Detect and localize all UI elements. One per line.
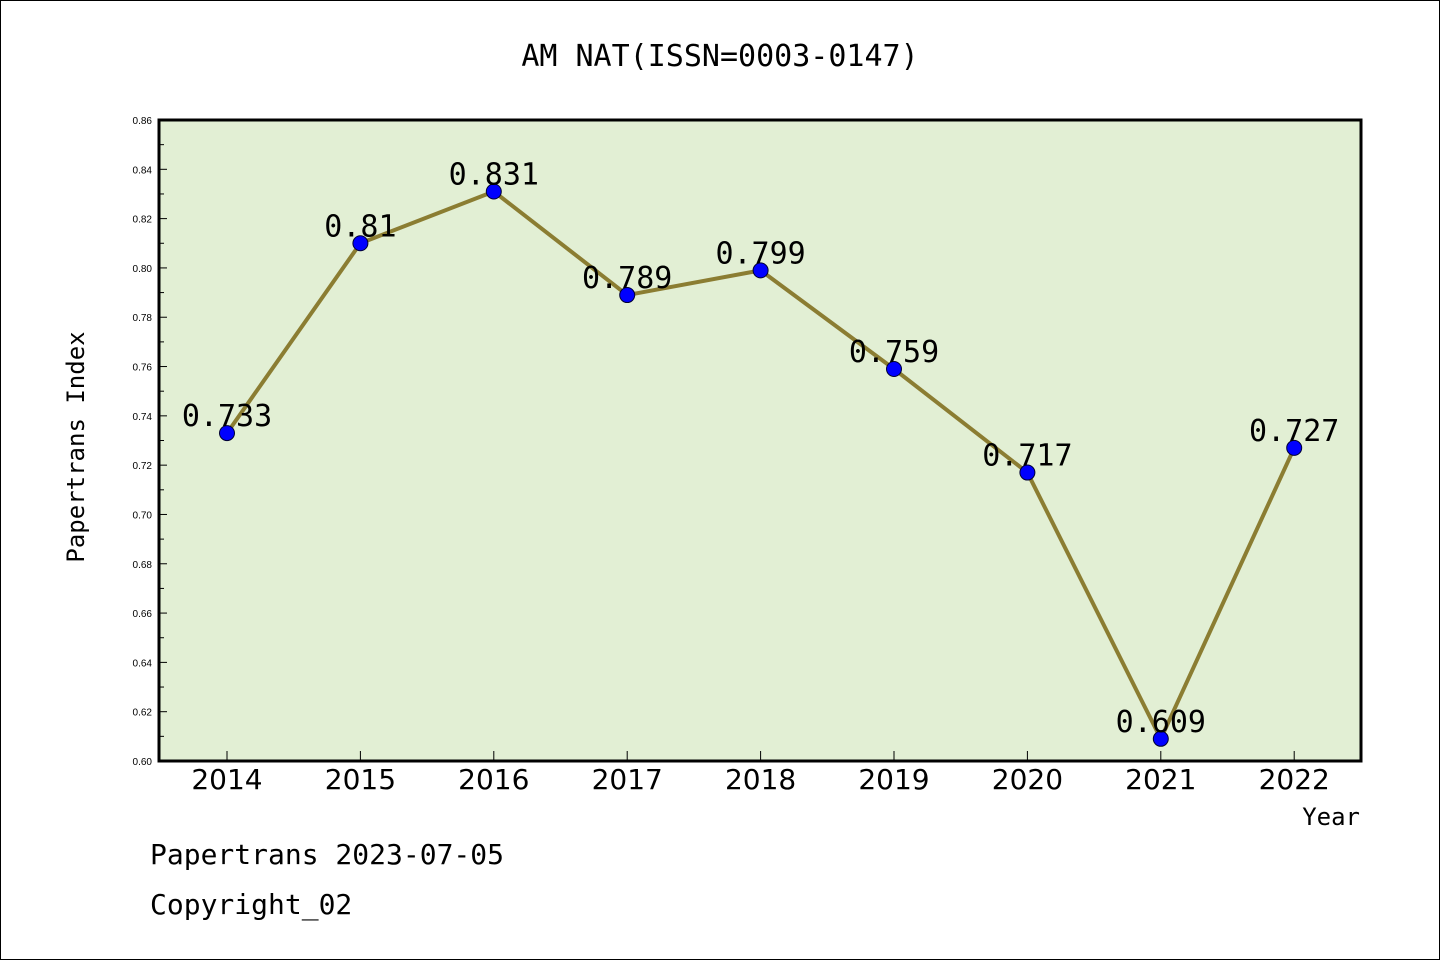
y-tick-label: 0.74 <box>133 412 153 423</box>
y-tick-label: 0.82 <box>133 215 153 226</box>
footer-copyright: Copyright_02 <box>150 888 352 922</box>
y-tick-label: 0.78 <box>133 313 153 324</box>
y-tick-label: 0.62 <box>133 708 153 719</box>
data-label: 0.727 <box>1249 414 1339 449</box>
y-tick-label: 0.64 <box>133 658 153 669</box>
data-point <box>1286 439 1303 456</box>
y-tick-label: 0.80 <box>133 264 153 275</box>
y-tick-label: 0.60 <box>133 757 153 768</box>
data-points <box>219 183 1303 747</box>
x-tick-label: 2021 <box>1125 763 1196 796</box>
footer-date: Papertrans 2023-07-05 <box>150 838 504 871</box>
y-tick-label: 0.84 <box>133 165 153 176</box>
y-tick-label: 0.66 <box>133 609 153 620</box>
y-tick-label: 0.68 <box>133 560 153 571</box>
data-labels: 0.733 0.81 0.831 0.789 0.799 0.759 0.717 0.609 0… <box>182 157 1340 739</box>
plot-area <box>157 118 1363 763</box>
x-tick-label: 2017 <box>592 763 663 796</box>
x-axis: 2014 2015 2016 2017 2018 2019 2020 2021 2022 <box>191 751 1330 796</box>
x-tick-label: 2022 <box>1259 763 1330 796</box>
x-tick-label: 2019 <box>858 763 929 796</box>
data-label: 0.789 <box>582 261 672 296</box>
y-tick-label: 0.76 <box>133 363 153 374</box>
data-label: 0.717 <box>982 439 1072 474</box>
y-tick-label: 0.70 <box>133 510 153 521</box>
data-label: 0.799 <box>715 236 805 271</box>
y-tick-label: 0.86 <box>133 116 153 127</box>
data-point <box>752 262 769 279</box>
data-label: 0.759 <box>849 335 939 370</box>
data-point <box>219 425 235 442</box>
y-axis-label: Papertrans Index <box>62 331 90 562</box>
data-point <box>619 287 636 304</box>
y-tick-label: 0.72 <box>133 461 153 472</box>
x-tick-label: 2016 <box>458 763 529 796</box>
data-label: 0.609 <box>1116 705 1206 740</box>
x-axis-label: Year <box>1302 803 1360 831</box>
data-point <box>352 235 369 252</box>
x-tick-label: 2015 <box>325 763 396 796</box>
data-label: 0.81 <box>324 209 396 244</box>
data-point <box>886 361 902 378</box>
x-tick-label: 2020 <box>992 763 1063 796</box>
y-axis: 0.60 0.62 0.64 0.66 0.68 0.70 0.72 0.74 0.76 0.78… <box>133 116 167 768</box>
chart-title: AM NAT(ISSN=0003-0147) <box>521 39 918 74</box>
x-tick-label: 2014 <box>191 763 262 796</box>
x-tick-label: 2018 <box>725 763 796 796</box>
data-point <box>485 183 502 200</box>
data-point <box>1152 730 1169 747</box>
data-point <box>1019 464 1036 481</box>
data-label: 0.733 <box>182 399 272 434</box>
data-label: 0.831 <box>449 157 539 192</box>
